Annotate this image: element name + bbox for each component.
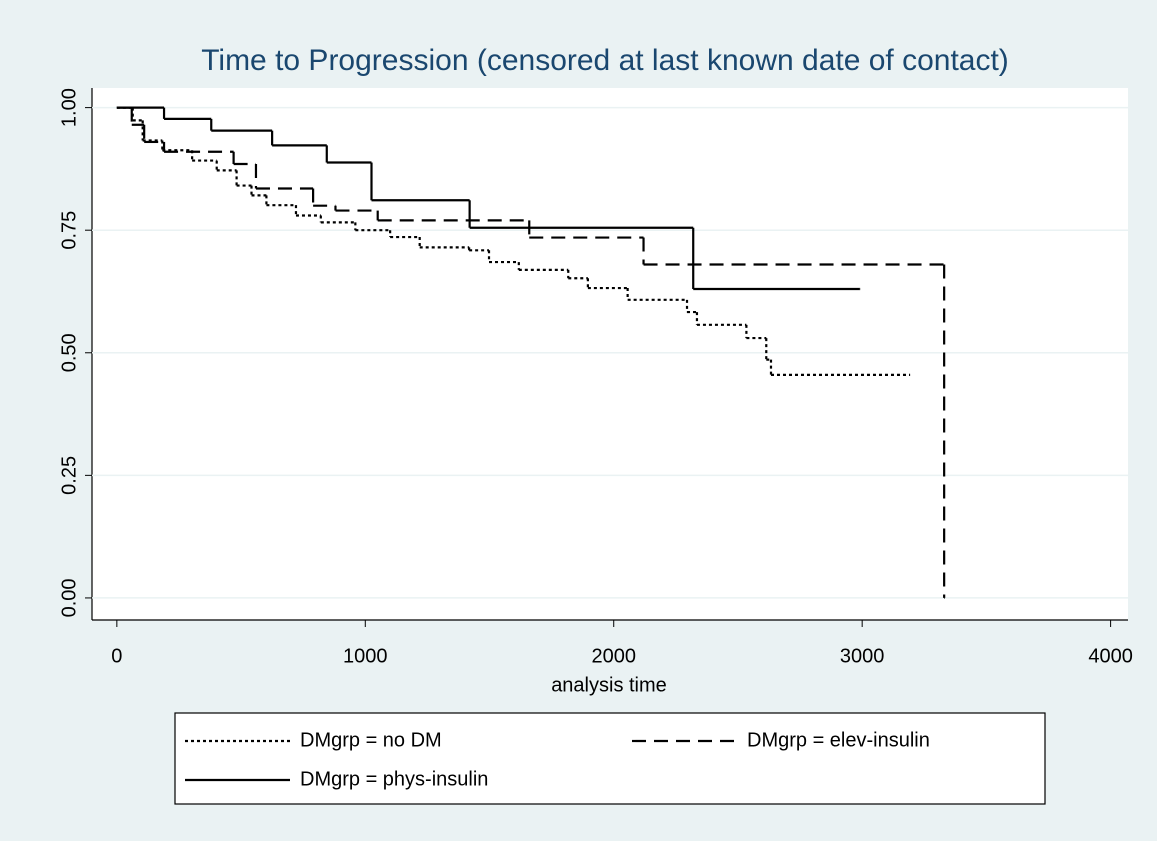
x-tick-label: 0 <box>111 645 122 667</box>
x-tick-label: 4000 <box>1088 645 1133 667</box>
legend-label: DMgrp = elev-insulin <box>747 729 930 751</box>
x-tick-label: 2000 <box>591 645 636 667</box>
x-axis-label: analysis time <box>551 674 667 696</box>
plot-area <box>92 88 1128 620</box>
y-tick-label: 1.00 <box>58 88 80 127</box>
chart-title: Time to Progression (censored at last kn… <box>201 44 1009 77</box>
y-tick-label: 0.25 <box>58 456 80 495</box>
legend-label: DMgrp = phys-insulin <box>300 768 488 790</box>
y-tick-label: 0.00 <box>58 578 80 617</box>
x-tick-label: 3000 <box>840 645 885 667</box>
legend-box <box>174 712 1046 805</box>
legend-label: DMgrp = no DM <box>300 729 442 751</box>
y-tick-label: 0.75 <box>58 211 80 250</box>
y-tick-label: 0.50 <box>58 333 80 372</box>
x-tick-label: 1000 <box>343 645 388 667</box>
